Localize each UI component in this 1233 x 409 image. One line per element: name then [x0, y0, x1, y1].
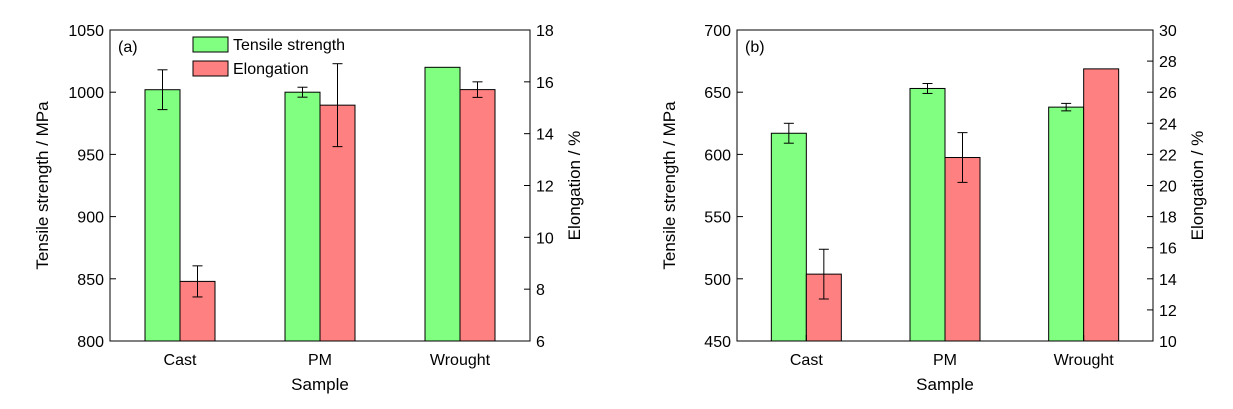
x-tick-label: Cast [790, 352, 823, 369]
y-tick-label: 600 [704, 147, 731, 164]
y2-tick-label: 28 [1159, 54, 1177, 71]
x-tick-label: Wrought [1054, 352, 1115, 369]
error-bar-elongation-cast [192, 265, 203, 298]
bar-tensile-cast [770, 132, 807, 342]
x-tick-label: Cast [164, 352, 197, 369]
y2-tick-label: 12 [536, 179, 554, 196]
error-bar-elongation-pm [957, 132, 968, 183]
error-bar-tensile-pm [297, 86, 308, 98]
x-axis-label: Sample [916, 375, 974, 394]
bar-tensile-cast [144, 89, 181, 342]
y-tick-label: 800 [77, 334, 104, 351]
legend-label-elongation: Elongation [233, 61, 309, 78]
y2-axis-label: Elongation / % [565, 131, 584, 241]
error-bar-elongation-wrought [472, 81, 483, 98]
y2-tick-label: 22 [1159, 147, 1177, 164]
y2-tick-label: 18 [536, 23, 554, 40]
bar-elongation-wrought [459, 89, 496, 342]
x-tick-label: Wrought [430, 352, 491, 369]
y2-tick-label: 8 [536, 282, 545, 299]
y2-tick-label: 14 [1159, 272, 1177, 289]
y-tick-label: 850 [77, 272, 104, 289]
x-tick-label: PM [308, 352, 332, 369]
y2-tick-label: 30 [1159, 23, 1177, 40]
y2-tick-label: 20 [1159, 179, 1177, 196]
bar-elongation-wrought [1083, 68, 1120, 342]
legend-swatch-elongation [192, 60, 229, 77]
y2-tick-label: 12 [1159, 303, 1177, 320]
y-tick-label: 900 [77, 210, 104, 227]
y2-tick-label: 24 [1159, 116, 1177, 133]
y2-tick-label: 26 [1159, 85, 1177, 102]
error-bar-tensile-pm [922, 82, 933, 94]
error-bar-tensile-cast [157, 69, 168, 111]
y2-tick-label: 14 [536, 127, 554, 144]
y-axis-label: Tensile strength / MPa [33, 101, 52, 270]
error-bar-elongation-pm [332, 63, 343, 148]
y-axis-label: Tensile strength / MPa [660, 101, 679, 270]
error-bar-elongation-cast [818, 248, 829, 300]
bar-tensile-wrought [424, 66, 461, 342]
bar-elongation-pm [944, 157, 981, 342]
y-tick-label: 950 [77, 147, 104, 164]
y2-axis-label: Elongation / % [1188, 131, 1207, 241]
x-tick-label: PM [933, 352, 957, 369]
panel-label: (a) [118, 39, 138, 56]
error-bar-tensile-wrought [1061, 102, 1072, 112]
y-tick-label: 1000 [68, 85, 104, 102]
y-tick-label: 700 [704, 23, 731, 40]
legend-swatch-tensile [192, 36, 229, 53]
y2-tick-label: 18 [1159, 210, 1177, 227]
y-tick-label: 550 [704, 210, 731, 227]
panel-label: (b) [745, 39, 765, 56]
y2-tick-label: 16 [536, 75, 554, 92]
y-tick-label: 500 [704, 272, 731, 289]
bar-tensile-wrought [1048, 106, 1085, 342]
legend-label-tensile: Tensile strength [233, 37, 345, 54]
y2-tick-label: 16 [1159, 241, 1177, 258]
y-tick-label: 450 [704, 334, 731, 351]
y-tick-label: 1050 [68, 23, 104, 40]
chart-panel-a: 800 850 900 950 1000 1050 6 8 10 12 14 16 18 Cast PM Wr… [33, 23, 584, 394]
y2-tick-label: 6 [536, 334, 545, 351]
y2-tick-label: 10 [1159, 334, 1177, 351]
error-bar-tensile-cast [783, 122, 794, 144]
y-tick-label: 650 [704, 85, 731, 102]
y2-tick-label: 10 [536, 230, 554, 247]
bar-tensile-pm [909, 87, 946, 342]
x-axis-label: Sample [291, 375, 349, 394]
chart-panel-b: 450 500 550 600 650 700 10 12 14 16 18 20 22 24 26 28 30… [660, 23, 1207, 394]
bar-tensile-pm [284, 91, 321, 342]
legend: Tensile strength Elongation [192, 36, 345, 78]
